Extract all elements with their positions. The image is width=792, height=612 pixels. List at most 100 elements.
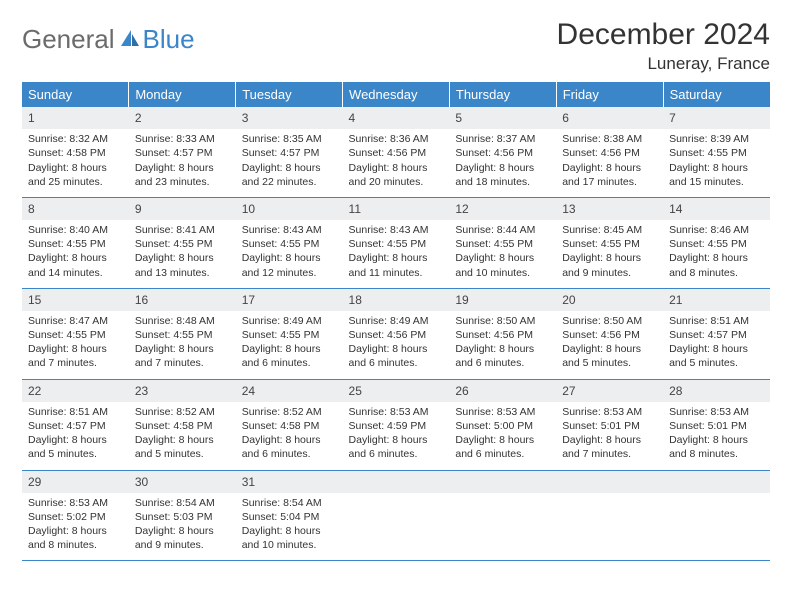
sunrise-line: Sunrise: 8:36 AM: [349, 132, 444, 146]
day-number: 29: [22, 471, 129, 493]
day-number: 11: [343, 198, 450, 220]
day-number: 31: [236, 471, 343, 493]
sunrise-line: Sunrise: 8:33 AM: [135, 132, 230, 146]
logo-text-blue: Blue: [143, 24, 195, 55]
sunrise-line: Sunrise: 8:43 AM: [242, 223, 337, 237]
day-number: 14: [663, 198, 770, 220]
calendar-cell: 31Sunrise: 8:54 AMSunset: 5:04 PMDayligh…: [236, 470, 343, 561]
calendar-cell: 21Sunrise: 8:51 AMSunset: 4:57 PMDayligh…: [663, 288, 770, 379]
logo-text-general: General: [22, 24, 115, 55]
calendar-cell: 18Sunrise: 8:49 AMSunset: 4:56 PMDayligh…: [343, 288, 450, 379]
sunset-line: Sunset: 4:55 PM: [455, 237, 550, 251]
sunrise-line: Sunrise: 8:32 AM: [28, 132, 123, 146]
calendar-cell: 9Sunrise: 8:41 AMSunset: 4:55 PMDaylight…: [129, 197, 236, 288]
sunset-line: Sunset: 4:55 PM: [669, 146, 764, 160]
calendar-cell: 22Sunrise: 8:51 AMSunset: 4:57 PMDayligh…: [22, 379, 129, 470]
sunrise-line: Sunrise: 8:53 AM: [349, 405, 444, 419]
sunrise-line: Sunrise: 8:49 AM: [349, 314, 444, 328]
day-number: 9: [129, 198, 236, 220]
daylight-line: Daylight: 8 hours and 25 minutes.: [28, 161, 123, 189]
header: General Blue December 2024 Luneray, Fran…: [22, 18, 770, 74]
sunrise-line: Sunrise: 8:52 AM: [135, 405, 230, 419]
calendar-cell: 15Sunrise: 8:47 AMSunset: 4:55 PMDayligh…: [22, 288, 129, 379]
day-number: 24: [236, 380, 343, 402]
calendar-cell: 10Sunrise: 8:43 AMSunset: 4:55 PMDayligh…: [236, 197, 343, 288]
sunset-line: Sunset: 4:55 PM: [242, 328, 337, 342]
daylight-line: Daylight: 8 hours and 15 minutes.: [669, 161, 764, 189]
day-number: 25: [343, 380, 450, 402]
sunrise-line: Sunrise: 8:40 AM: [28, 223, 123, 237]
sunrise-line: Sunrise: 8:50 AM: [562, 314, 657, 328]
calendar-cell-empty: [449, 470, 556, 561]
sunrise-line: Sunrise: 8:53 AM: [562, 405, 657, 419]
day-number: 26: [449, 380, 556, 402]
day-number: 17: [236, 289, 343, 311]
calendar-cell: 8Sunrise: 8:40 AMSunset: 4:55 PMDaylight…: [22, 197, 129, 288]
daylight-line: Daylight: 8 hours and 22 minutes.: [242, 161, 337, 189]
day-number: [556, 471, 663, 493]
daylight-line: Daylight: 8 hours and 9 minutes.: [135, 524, 230, 552]
sunset-line: Sunset: 4:55 PM: [242, 237, 337, 251]
calendar-cell: 17 Sunrise: 8:49 AMSunset: 4:55 PMDayligh…: [236, 288, 343, 379]
calendar-cell: 12Sunrise: 8:44 AMSunset: 4:55 PMDayligh…: [449, 197, 556, 288]
daylight-line: Daylight: 8 hours and 6 minutes.: [455, 433, 550, 461]
sunset-line: Sunset: 4:57 PM: [135, 146, 230, 160]
calendar-cell: 19Sunrise: 8:50 AMSunset: 4:56 PMDayligh…: [449, 288, 556, 379]
calendar-cell: 7Sunrise: 8:39 AMSunset: 4:55 PMDaylight…: [663, 107, 770, 197]
calendar-cell: 13Sunrise: 8:45 AMSunset: 4:55 PMDayligh…: [556, 197, 663, 288]
daylight-line: Daylight: 8 hours and 6 minutes.: [242, 433, 337, 461]
calendar-cell: 23Sunrise: 8:52 AMSunset: 4:58 PMDayligh…: [129, 379, 236, 470]
day-number: 16: [129, 289, 236, 311]
sunrise-line: Sunrise: 8:45 AM: [562, 223, 657, 237]
daylight-line: Daylight: 8 hours and 6 minutes.: [242, 342, 337, 370]
calendar-cell: 4Sunrise: 8:36 AMSunset: 4:56 PMDaylight…: [343, 107, 450, 197]
calendar-cell-empty: [663, 470, 770, 561]
day-number: 23: [129, 380, 236, 402]
sunset-line: Sunset: 4:55 PM: [135, 328, 230, 342]
daylight-line: Daylight: 8 hours and 8 minutes.: [669, 433, 764, 461]
daylight-line: Daylight: 8 hours and 17 minutes.: [562, 161, 657, 189]
sunset-line: Sunset: 5:02 PM: [28, 510, 123, 524]
sunrise-line: Sunrise: 8:53 AM: [455, 405, 550, 419]
day-number: 22: [22, 380, 129, 402]
sunset-line: Sunset: 4:55 PM: [28, 328, 123, 342]
calendar-week-row: 8 Sunrise: 8:40 AM Sunset: 4:55 PM Daylight…: [22, 197, 770, 288]
day-number: 4: [343, 107, 450, 129]
sunset-line: Sunset: 4:56 PM: [455, 146, 550, 160]
logo: General Blue: [22, 24, 195, 55]
weekday-header: Thursday: [449, 82, 556, 107]
daylight-line: Daylight: 8 hours and 13 minutes.: [135, 251, 230, 279]
calendar-cell-empty: [343, 470, 450, 561]
day-number: 30: [129, 471, 236, 493]
day-number: 8: [22, 198, 129, 220]
calendar-body: 1Sunrise: 8:32 AMSunset: 4:58 PMDaylight…: [22, 107, 770, 561]
sunrise-line: Sunrise: 8:53 AM: [669, 405, 764, 419]
month-title: December 2024: [557, 18, 770, 52]
daylight-line: Daylight: 8 hours and 5 minutes.: [562, 342, 657, 370]
sunset-line: Sunset: 5:01 PM: [669, 419, 764, 433]
title-block: December 2024 Luneray, France: [557, 18, 770, 74]
day-number: 12: [449, 198, 556, 220]
daylight-line: Daylight: 8 hours and 6 minutes.: [349, 433, 444, 461]
weekday-header: Tuesday: [236, 82, 343, 107]
sunrise-line: Sunrise: 8:52 AM: [242, 405, 337, 419]
calendar-cell: 24Sunrise: 8:52 AMSunset: 4:58 PMDayligh…: [236, 379, 343, 470]
daylight-line: Daylight: 8 hours and 18 minutes.: [455, 161, 550, 189]
calendar-cell: 28Sunrise: 8:53 AMSunset: 5:01 PMDayligh…: [663, 379, 770, 470]
daylight-line: Daylight: 8 hours and 7 minutes.: [562, 433, 657, 461]
sunrise-line: Sunrise: 8:49 AM: [242, 314, 337, 328]
calendar-cell: 25Sunrise: 8:53 AMSunset: 4:59 PMDayligh…: [343, 379, 450, 470]
logo-sail-icon: [119, 24, 141, 55]
sunrise-line: Sunrise: 8:54 AM: [135, 496, 230, 510]
day-number: 2: [129, 107, 236, 129]
daylight-line: Daylight: 8 hours and 10 minutes.: [242, 524, 337, 552]
calendar-cell: 14Sunrise: 8:46 AMSunset: 4:55 PMDayligh…: [663, 197, 770, 288]
sunrise-line: Sunrise: 8:43 AM: [349, 223, 444, 237]
weekday-header: Monday: [129, 82, 236, 107]
sunrise-line: Sunrise: 8:39 AM: [669, 132, 764, 146]
calendar-cell: 11Sunrise: 8:43 AMSunset: 4:55 PMDayligh…: [343, 197, 450, 288]
sunset-line: Sunset: 5:03 PM: [135, 510, 230, 524]
day-number: [449, 471, 556, 493]
sunrise-line: Sunrise: 8:54 AM: [242, 496, 337, 510]
daylight-line: Daylight: 8 hours and 9 minutes.: [562, 251, 657, 279]
